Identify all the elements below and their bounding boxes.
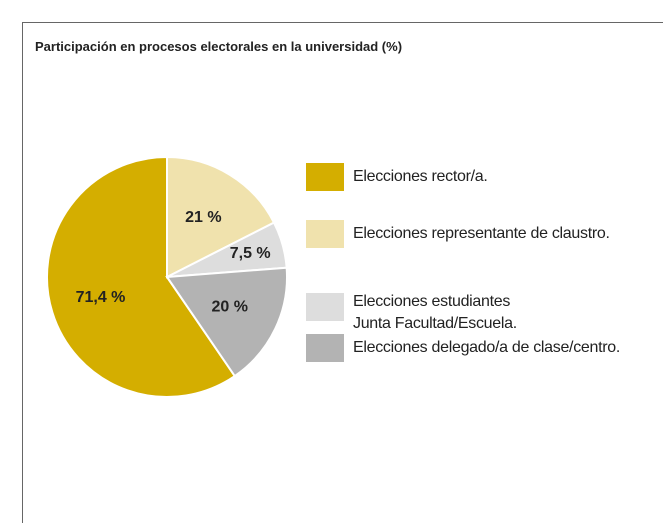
data-label: 20 % xyxy=(212,298,248,315)
legend-item: Elecciones delegado/a de clase/centro. xyxy=(306,334,620,362)
frame xyxy=(22,22,663,523)
legend-item: Elecciones rector/a. xyxy=(306,163,488,191)
legend-swatch xyxy=(306,293,344,321)
legend-label: Elecciones rector/a. xyxy=(353,168,488,185)
legend-item: Elecciones estudiantes Junta Facultad/Es… xyxy=(306,293,517,335)
legend-swatch xyxy=(306,220,344,248)
chart-title: Participación en procesos electorales en… xyxy=(35,39,402,54)
data-label: 21 % xyxy=(185,209,221,226)
legend-item: Elecciones representante de claustro. xyxy=(306,220,610,248)
pie-slice xyxy=(166,155,276,279)
legend-swatch xyxy=(306,334,344,362)
legend-swatch xyxy=(306,163,344,191)
data-label: 7,5 % xyxy=(230,245,271,262)
pie-slice xyxy=(165,266,288,378)
legend-label: Elecciones representante de claustro. xyxy=(353,225,610,242)
legend-label: Elecciones estudiantes Junta Facultad/Es… xyxy=(353,293,517,332)
data-label: 71,4 % xyxy=(76,289,126,306)
pie-slice xyxy=(46,155,237,398)
legend-label: Elecciones delegado/a de clase/centro. xyxy=(353,339,621,356)
